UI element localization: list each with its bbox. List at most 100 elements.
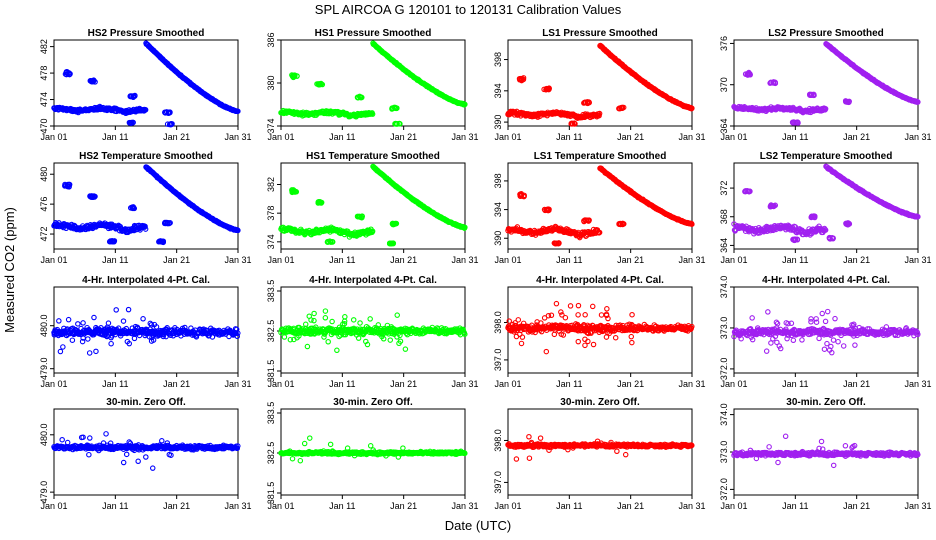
y-tick-label: 390: [493, 231, 503, 246]
y-tick-label: 482: [39, 39, 49, 54]
data-point: [162, 109, 168, 115]
y-tick-label: 378: [266, 206, 276, 221]
x-tick-label: Jan 31: [904, 255, 931, 265]
y-tick-label: 374: [266, 234, 276, 249]
x-tick-label: Jan 01: [494, 132, 521, 142]
y-tick-label: 397.0: [493, 349, 503, 372]
data-point: [396, 121, 402, 127]
y-tick-label: 376: [719, 36, 729, 51]
y-tick-label: 386: [266, 32, 276, 47]
y-tick-label: 394: [493, 83, 503, 98]
data-point: [127, 93, 134, 99]
data-point: [355, 94, 361, 101]
data-point: [582, 342, 588, 349]
data-point: [575, 338, 582, 345]
y-tick-label: 398.0: [493, 311, 503, 334]
data-point: [235, 108, 241, 114]
x-tick-label: Jan 31: [451, 379, 478, 389]
y-tick-label: 374: [266, 118, 276, 133]
panel-title: LS1 Temperature Smoothed: [534, 151, 667, 162]
x-tick-label: Jan 11: [329, 255, 355, 265]
data-point: [629, 311, 635, 318]
data-point: [168, 121, 175, 128]
panel-title: HS2 Temperature Smoothed: [79, 151, 213, 162]
data-point: [75, 321, 81, 327]
data-point: [322, 308, 329, 314]
data-point: [127, 120, 134, 126]
x-tick-label: Jan 31: [451, 255, 478, 265]
x-tick-label: Jan 11: [102, 255, 128, 265]
y-tick-label: 372: [719, 181, 729, 196]
x-tick-label: Jan 21: [163, 379, 190, 389]
data-point: [120, 318, 127, 324]
x-tick-label: Jan 21: [617, 132, 644, 142]
panel-hs1-2: 4-Hr. Interpolated 4-Pt. Cal.Jan 01 Jan 1…: [266, 275, 479, 389]
plot-frame: [733, 39, 919, 127]
panel-hs2-2: 4-Hr. Interpolated 4-Pt. Cal.Jan 01 Jan 1…: [39, 275, 252, 389]
data-point: [113, 307, 119, 313]
x-axis-label: Date (UTC): [445, 518, 511, 533]
data-point: [325, 338, 331, 345]
data-point: [334, 347, 340, 354]
data-point: [392, 104, 399, 111]
data-point: [367, 316, 373, 322]
data-point: [90, 78, 96, 85]
y-tick-label: 372.0: [719, 358, 729, 381]
data-point: [125, 306, 132, 313]
x-tick-label: Jan 11: [556, 255, 582, 265]
panel-title: LS1 Pressure Smoothed: [542, 28, 658, 39]
x-tick-label: Jan 11: [329, 379, 355, 389]
x-tick-label: Jan 31: [678, 255, 705, 265]
data-point: [69, 337, 76, 343]
panel-title: LS2 Temperature Smoothed: [760, 151, 893, 162]
y-tick-label: 398: [493, 173, 503, 188]
x-tick-label: Jan 21: [390, 379, 417, 389]
x-tick-label: Jan 01: [720, 255, 747, 265]
y-tick-label: 479.0: [39, 357, 49, 380]
data-point: [575, 312, 581, 318]
data-point: [57, 348, 64, 355]
data-point: [308, 317, 314, 323]
data-point: [541, 315, 548, 321]
data-point: [86, 350, 93, 356]
x-tick-label: Jan 21: [390, 255, 417, 265]
data-point: [165, 109, 172, 116]
y-tick-label: 368: [719, 209, 729, 224]
panel-title: 4-Hr. Interpolated 4-Pt. Cal.: [536, 275, 664, 286]
y-tick-label: 373.0: [719, 317, 729, 340]
data-point: [562, 314, 569, 321]
x-tick-label: Jan 31: [224, 379, 251, 389]
x-tick-label: Jan 11: [556, 379, 582, 389]
data-point: [590, 341, 597, 348]
x-tick-label: Jan 01: [267, 255, 294, 265]
y-tick-label: 364: [719, 118, 729, 133]
data-point: [63, 69, 70, 75]
data-point: [318, 81, 325, 87]
data-point: [394, 312, 400, 318]
panel-ls2-2: 4-Hr. Interpolated 4-Pt. Cal.Jan 01 Jan 1…: [719, 275, 932, 389]
data-point: [604, 306, 610, 312]
y-tick-label: 364: [719, 238, 729, 253]
data-point: [66, 70, 72, 76]
x-tick-label: Jan 31: [678, 132, 705, 142]
data-point: [629, 339, 635, 346]
data-point: [304, 343, 311, 350]
x-tick-label: Jan 11: [102, 379, 128, 389]
x-tick-label: Jan 31: [678, 379, 705, 389]
y-tick-label: 381.5: [266, 360, 276, 383]
data-point: [350, 317, 357, 323]
y-tick-label: 470: [39, 118, 49, 133]
data-point: [551, 331, 558, 338]
x-tick-label: Jan 21: [843, 379, 870, 389]
data-point: [65, 316, 72, 323]
y-tick-label: 476: [39, 197, 49, 212]
x-tick-label: Jan 21: [163, 255, 190, 265]
data-point: [329, 318, 335, 325]
panel-ls1-2: 4-Hr. Interpolated 4-Pt. Cal.Jan 01 Jan 1…: [493, 275, 706, 389]
